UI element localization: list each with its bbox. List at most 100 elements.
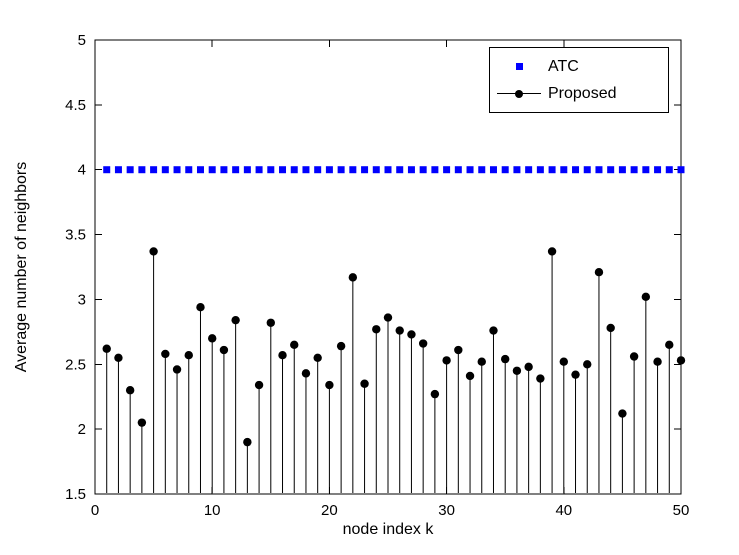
stem-dot	[290, 340, 299, 350]
atc-marker	[337, 166, 345, 174]
atc-marker	[466, 166, 474, 174]
stem-dot	[336, 341, 346, 351]
stem-dot	[653, 357, 662, 366]
stem-dot	[184, 351, 193, 360]
axes-box	[94, 39, 682, 495]
stem-dot	[477, 357, 486, 366]
stem-dot	[313, 353, 322, 362]
x-tick-label: 40	[555, 502, 572, 519]
atc-marker	[349, 166, 357, 174]
proposed-dot-icon	[515, 89, 523, 98]
atc-marker	[267, 166, 275, 174]
stem-dot	[641, 292, 651, 302]
legend-label-proposed: Proposed	[548, 84, 617, 102]
atc-marker	[489, 166, 497, 174]
atc-marker	[560, 166, 568, 174]
x-tick-label: 30	[438, 502, 455, 519]
stem-dot	[254, 380, 264, 390]
stem-dot	[524, 362, 533, 372]
atc-marker	[372, 166, 380, 174]
proposed-line-marker-icon	[497, 89, 541, 98]
atc-marker	[325, 166, 333, 174]
stem-dot	[372, 325, 381, 334]
atc-marker	[150, 166, 158, 174]
stem-dot	[395, 326, 404, 335]
atc-marker	[478, 166, 486, 174]
x-tick-label: 0	[91, 502, 99, 519]
legend-marker-cell	[490, 89, 548, 98]
stem-dot	[125, 386, 135, 395]
stem-dot	[266, 318, 275, 327]
stem-dot	[536, 374, 545, 383]
atc-marker	[572, 166, 580, 174]
atc-series	[103, 166, 685, 174]
atc-marker	[361, 166, 369, 174]
atc-marker	[595, 166, 603, 174]
atc-marker	[618, 166, 626, 174]
y-tick-label: 3	[78, 291, 86, 308]
y-axis-label: Average number of neighbors	[13, 161, 30, 373]
x-tick-label: 20	[321, 502, 338, 519]
legend-item-proposed: Proposed	[490, 80, 668, 107]
stem-dot	[114, 353, 123, 362]
stem-dot	[407, 330, 416, 339]
atc-marker	[279, 166, 287, 174]
stem-dot	[231, 315, 240, 325]
atc-marker	[677, 166, 685, 174]
atc-marker	[114, 166, 122, 174]
atc-marker	[185, 166, 193, 174]
stem-dot	[618, 409, 627, 418]
atc-marker	[314, 166, 322, 174]
atc-marker	[103, 166, 111, 174]
stem-dot	[360, 379, 369, 388]
stem-dot	[594, 267, 604, 277]
stem-dot	[383, 313, 393, 322]
stem-dot	[161, 349, 170, 359]
atc-marker	[431, 166, 439, 174]
proposed-series	[102, 247, 686, 493]
legend: ATC Proposed	[489, 47, 669, 113]
legend-marker-cell	[490, 63, 548, 70]
stem-dot	[243, 437, 252, 447]
stem-dot	[606, 323, 615, 333]
atc-marker	[419, 166, 427, 174]
stem-dot	[102, 344, 111, 353]
atc-marker	[525, 166, 533, 174]
stem-dot	[325, 380, 334, 390]
atc-marker	[384, 166, 392, 174]
atc-marker	[126, 166, 134, 174]
y-tick-label: 5	[78, 32, 86, 49]
x-tick-label: 50	[673, 502, 690, 519]
stem-dot	[196, 303, 205, 312]
y-tick-label: 2.5	[65, 356, 86, 373]
atc-marker	[138, 166, 146, 174]
stem-dot	[547, 247, 557, 256]
stem-dot	[454, 345, 463, 355]
stem-dot	[583, 360, 592, 369]
stem-dot	[219, 345, 229, 355]
stem-dot	[348, 273, 358, 282]
atc-marker	[583, 166, 591, 174]
atc-marker	[513, 166, 521, 174]
atc-marker	[407, 166, 415, 174]
stem-dot	[465, 371, 475, 381]
stem-dot	[442, 356, 451, 365]
stem-dot	[137, 418, 147, 427]
stem-dot	[430, 389, 440, 399]
atc-marker	[173, 166, 181, 174]
atc-marker	[232, 166, 240, 174]
atc-marker	[255, 166, 263, 174]
atc-marker	[161, 166, 169, 174]
x-axis-label: node index k	[342, 521, 434, 538]
legend-item-atc: ATC	[490, 53, 668, 80]
stem-dot	[571, 370, 580, 379]
atc-marker	[243, 166, 251, 174]
stem-dot	[418, 339, 428, 348]
x-tick-label: 10	[204, 502, 221, 519]
stem-dot	[559, 357, 568, 366]
stem-dot	[172, 365, 182, 374]
stem-dot	[208, 334, 217, 343]
atc-marker	[642, 166, 650, 174]
atc-marker	[443, 166, 451, 174]
